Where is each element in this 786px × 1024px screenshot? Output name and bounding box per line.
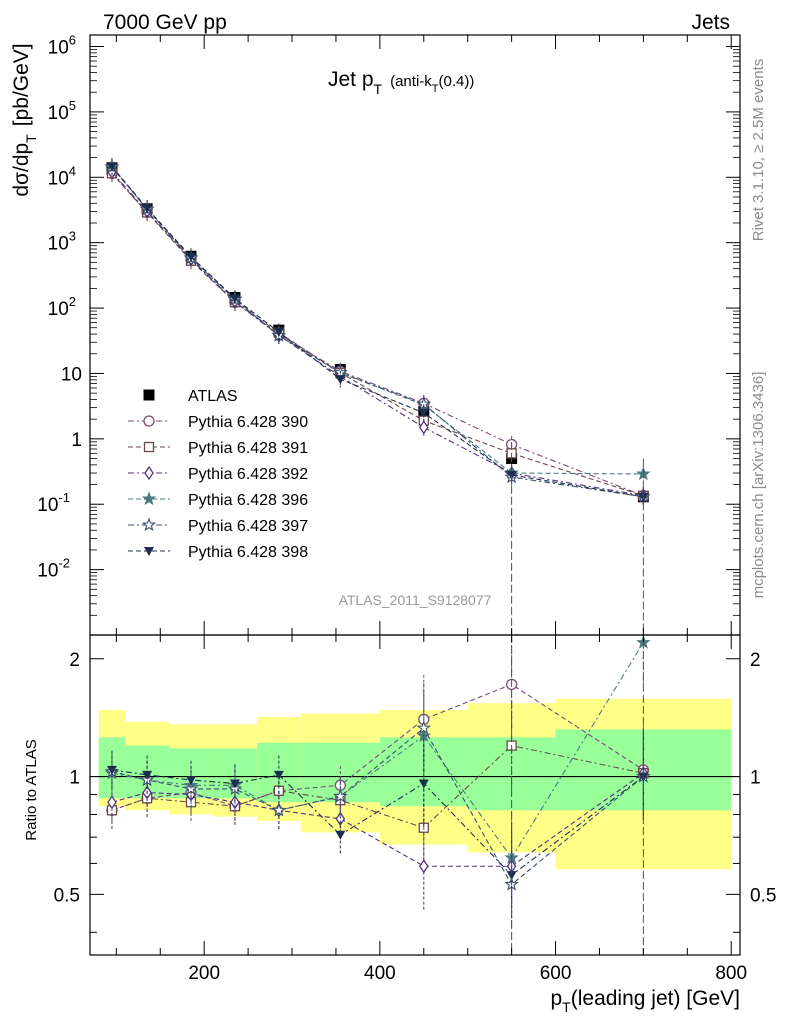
chart-title: Jet pT (anti-kT(0.4))	[328, 68, 474, 97]
data-point-marker	[142, 204, 153, 214]
ratio-panel-frame	[89, 634, 741, 956]
tick-exponent: 2	[69, 294, 76, 309]
legend-entry: Pythia 6.428 396	[128, 491, 308, 509]
ratio-y-tick-label-left: 2	[69, 650, 80, 671]
data-point-marker	[142, 770, 153, 780]
legend-label: Pythia 6.428 397	[188, 518, 308, 535]
data-point-marker	[229, 779, 240, 789]
data-point-marker	[107, 795, 117, 810]
legend-label: Pythia 6.428 396	[188, 492, 308, 509]
data-point-marker	[229, 294, 240, 304]
x-tick-label: 800	[715, 963, 747, 984]
tick-base: 10	[61, 364, 82, 385]
ratio-y-tick-label-right: 2	[750, 650, 761, 671]
data-point-marker	[144, 547, 154, 556]
data-point-marker	[506, 871, 517, 881]
beam-label: 7000 GeV pp	[103, 11, 227, 34]
x-tick-label: 200	[188, 963, 220, 984]
data-point-marker	[273, 328, 284, 338]
analysis-label: ATLAS_2011_S9128077	[339, 592, 492, 608]
y-tick-label: 104	[48, 163, 76, 189]
data-point-marker	[271, 802, 287, 817]
data-point-marker	[335, 375, 346, 385]
ratio-y-tick-label-right: 0.5	[750, 885, 776, 906]
data-point-marker	[335, 811, 346, 826]
main-panel-data	[104, 158, 651, 635]
y-tick-label: 1	[71, 430, 82, 451]
tick-base: 10	[48, 38, 69, 59]
series-line	[111, 172, 644, 497]
tick-exponent: 4	[69, 163, 76, 178]
data-point-marker	[143, 441, 155, 453]
rivet-label: Rivet 3.1.10, ≥ 2.5M events	[750, 59, 767, 242]
ratio-y-axis-label: Ratio to ATLAS	[23, 739, 40, 840]
legend-label: Pythia 6.428 390	[188, 414, 308, 431]
y-tick-label: 102	[48, 294, 76, 320]
legend-label: Pythia 6.428 392	[188, 466, 308, 483]
main-y-axis-label: dσ/dpT[pb/GeV]	[10, 43, 39, 196]
legend-entry: Pythia 6.428 392	[128, 465, 308, 483]
x-tick-label: 600	[540, 963, 572, 984]
data-point-marker	[106, 765, 117, 775]
y-tick-label: 103	[48, 229, 76, 255]
tick-base: 10	[37, 561, 58, 582]
legend-label: Pythia 6.428 398	[188, 544, 308, 561]
data-point-marker	[416, 720, 431, 735]
tick-exponent: 5	[69, 98, 76, 113]
data-point-marker	[335, 830, 346, 840]
tick-base: 10	[48, 299, 69, 320]
y-tick-label: 10	[61, 364, 82, 385]
data-point-marker	[186, 775, 197, 785]
legend-entry: Pythia 6.428 391	[128, 440, 308, 457]
data-point-marker	[143, 415, 155, 427]
ratio-y-tick-label-right: 1	[750, 768, 761, 789]
data-point-marker	[418, 408, 429, 418]
tick-exponent: -2	[58, 556, 70, 571]
tick-exponent: 6	[69, 33, 76, 48]
y-tick-label: 105	[48, 98, 76, 124]
x-tick-label: 400	[364, 963, 396, 984]
data-point-marker	[419, 420, 429, 435]
data-point-marker	[186, 252, 197, 262]
tick-exponent: -1	[58, 490, 70, 505]
tick-base: 10	[48, 234, 69, 255]
tick-base: 10	[37, 495, 58, 516]
data-point-marker	[141, 517, 157, 532]
data-point-marker	[419, 859, 429, 874]
tick-exponent: 3	[69, 229, 76, 244]
y-tick-label: 10-2	[37, 556, 70, 582]
category-label: Jets	[691, 11, 730, 34]
data-point-marker	[106, 162, 117, 172]
data-point-marker	[143, 389, 155, 401]
ratio-series-line	[111, 683, 644, 811]
ratio-axes: 200 400 600 800 0.5 0.5 1 1 2 2	[54, 635, 776, 984]
legend-label: Pythia 6.428 391	[188, 440, 308, 457]
legend-entry: Pythia 6.428 397	[128, 517, 308, 535]
ratio-series-line	[111, 727, 644, 886]
series-pythia-6-428-396	[104, 158, 651, 483]
legend: ATLAS Pythia 6.428 390 Pythia 6.428 391 Pyt…	[128, 388, 308, 561]
ratio-y-tick-label-left: 1	[69, 768, 80, 789]
series-line	[111, 166, 644, 475]
data-point-marker	[144, 465, 154, 481]
data-point-marker	[333, 788, 348, 803]
tick-base: 10	[48, 168, 69, 189]
x-axis-label: pT(leading jet) [GeV]	[550, 987, 740, 1015]
legend-entry: ATLAS	[143, 388, 238, 405]
ratio-panel-data	[104, 634, 651, 955]
data-point-marker	[273, 770, 284, 780]
legend-entry: Pythia 6.428 390	[128, 414, 308, 431]
data-point-marker	[141, 491, 157, 506]
y-tick-label: 10-1	[37, 490, 70, 516]
y-tick-label: 106	[48, 33, 76, 59]
data-point-marker	[418, 779, 429, 789]
mcplots-label: mcplots.cern.ch [arXiv:1306.3436]	[750, 372, 767, 599]
legend-entry: Pythia 6.428 398	[128, 544, 308, 561]
tick-base: 10	[48, 103, 69, 124]
ratio-y-tick-label-left: 0.5	[54, 885, 80, 906]
tick-base: 1	[71, 430, 82, 451]
legend-label: ATLAS	[188, 388, 238, 405]
